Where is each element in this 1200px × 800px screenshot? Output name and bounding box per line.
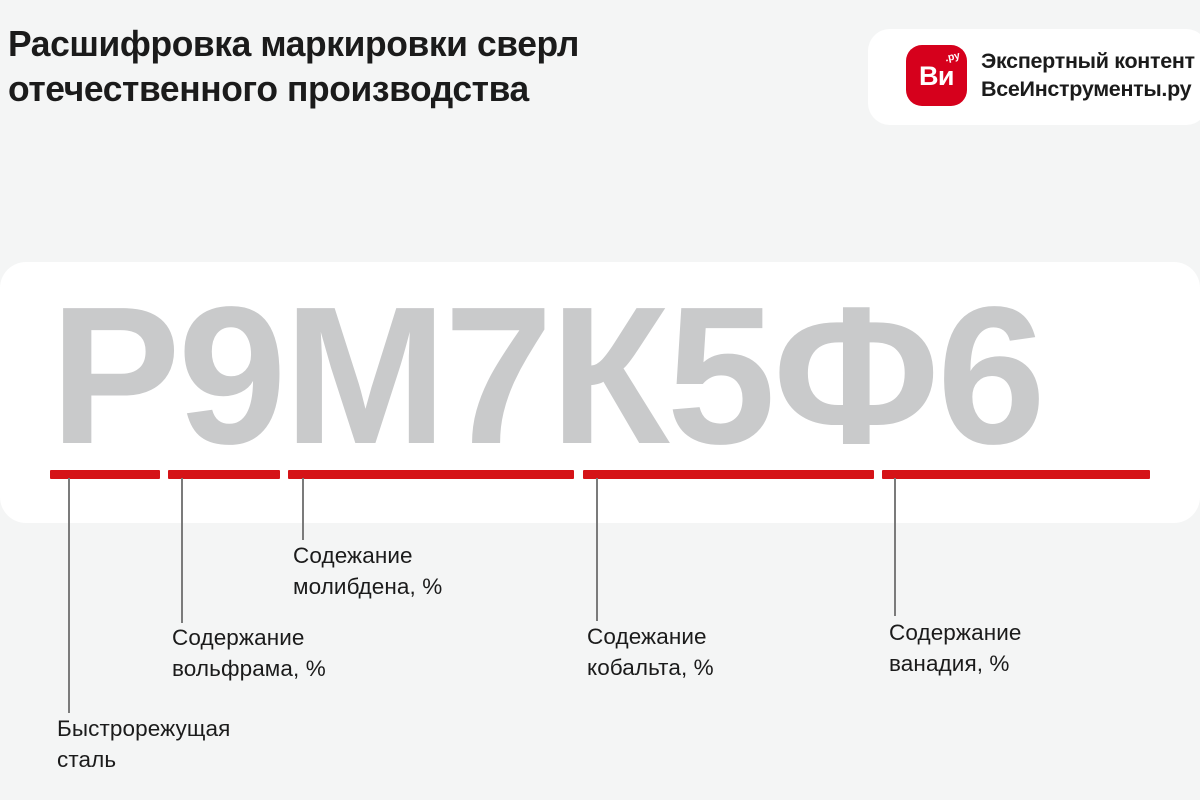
vseinstrumenty-logo-icon: Ви .ру <box>906 45 967 106</box>
callout-label-seg-molybdenum: Содежание молибдена, % <box>293 543 443 599</box>
callout-label-seg-cobalt: Содежание кобальта, % <box>587 624 714 680</box>
logo-letters: Ви <box>918 60 955 91</box>
underline-seg-steel <box>50 470 160 479</box>
leader-line-seg-tungsten <box>181 478 183 623</box>
steel-grade-code: Р9М7К5Ф6 <box>50 266 1046 485</box>
callout-label-seg-steel: Быстрорежущая сталь <box>57 716 231 772</box>
brand-badge: Ви .ру Экспертный контент ВсеИнструменты… <box>906 45 1195 106</box>
callout-label-seg-tungsten: Содержание вольфрама, % <box>172 625 326 681</box>
brand-tagline: Экспертный контент ВсеИнструменты.ру <box>981 48 1195 101</box>
page-header: Расшифровка маркировки сверл отечественн… <box>0 0 1200 150</box>
marking-card: Р9М7К5Ф6 <box>0 262 1200 523</box>
page-title: Расшифровка маркировки сверл отечественн… <box>8 23 579 109</box>
brand-badge-card: Ви .ру Экспертный контент ВсеИнструменты… <box>868 29 1200 125</box>
leader-line-seg-molybdenum <box>302 478 304 540</box>
underline-seg-molybdenum <box>288 470 574 479</box>
leader-line-seg-cobalt <box>596 478 598 621</box>
underline-seg-vanadium <box>882 470 1150 479</box>
underline-seg-cobalt <box>583 470 874 479</box>
leader-line-seg-steel <box>68 478 70 713</box>
underline-seg-tungsten <box>168 470 280 479</box>
leader-line-seg-vanadium <box>894 478 896 616</box>
callout-label-seg-vanadium: Содержание ванадия, % <box>889 620 1022 676</box>
